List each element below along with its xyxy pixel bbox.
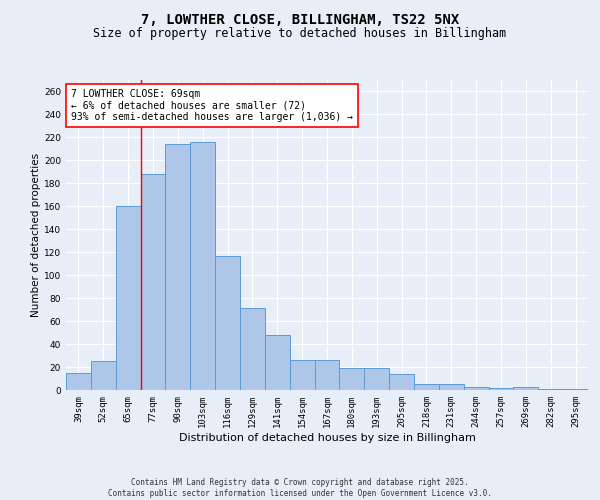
Bar [414,384,439,390]
Bar [265,335,290,390]
Bar [464,386,488,390]
Bar [514,386,538,390]
Text: Size of property relative to detached houses in Billingham: Size of property relative to detached ho… [94,28,506,40]
Bar [166,144,190,390]
Bar [563,389,588,390]
Bar [488,388,514,390]
Bar [538,389,563,390]
Text: Contains HM Land Registry data © Crown copyright and database right 2025.
Contai: Contains HM Land Registry data © Crown c… [108,478,492,498]
Bar [290,360,314,390]
Y-axis label: Number of detached properties: Number of detached properties [31,153,41,317]
Bar [190,142,215,390]
Text: 7, LOWTHER CLOSE, BILLINGHAM, TS22 5NX: 7, LOWTHER CLOSE, BILLINGHAM, TS22 5NX [141,12,459,26]
Bar [240,308,265,390]
Bar [314,360,340,390]
X-axis label: Distribution of detached houses by size in Billingham: Distribution of detached houses by size … [179,432,475,442]
Bar [66,373,91,390]
Bar [116,206,140,390]
Bar [389,374,414,390]
Text: 7 LOWTHER CLOSE: 69sqm
← 6% of detached houses are smaller (72)
93% of semi-deta: 7 LOWTHER CLOSE: 69sqm ← 6% of detached … [71,90,353,122]
Bar [91,362,116,390]
Bar [340,368,364,390]
Bar [140,174,166,390]
Bar [364,368,389,390]
Bar [215,256,240,390]
Bar [439,384,464,390]
